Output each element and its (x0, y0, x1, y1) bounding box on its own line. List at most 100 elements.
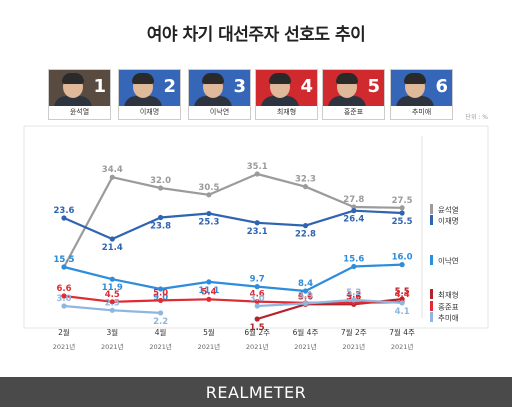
data-label: 3.9 (298, 292, 313, 302)
data-point (61, 264, 67, 270)
legend-swatch (430, 301, 433, 311)
data-point (109, 174, 115, 180)
candidate-rank: 6 (435, 76, 448, 97)
legend-label: 최재형 (438, 290, 459, 300)
data-point (158, 297, 164, 304)
x-tick-year: 2021년 (246, 342, 269, 351)
data-label: 34.4 (102, 165, 123, 175)
x-tick-label: 7월 2주 (341, 327, 367, 337)
data-point (158, 286, 164, 292)
data-label: 23.1 (247, 227, 268, 237)
brand-logo: REALMETER (205, 383, 307, 402)
data-label: 32.3 (295, 175, 316, 185)
data-label: 3.6 (298, 292, 313, 302)
data-point (399, 205, 405, 211)
legend-swatch (430, 289, 433, 299)
x-tick-label: 6월 2주 (244, 327, 270, 337)
data-point (351, 263, 357, 270)
x-tick-label: 2월 (58, 327, 70, 337)
x-tick-year: 2021년 (294, 342, 317, 351)
data-label: 6.6 (56, 284, 71, 294)
legend-label: 홍준표 (438, 302, 459, 312)
series-line (63, 294, 403, 304)
data-label: 5.0 (153, 288, 168, 298)
data-point (254, 284, 260, 290)
data-label: 15.6 (343, 255, 364, 265)
data-label: 4.5 (105, 290, 120, 300)
data-label: 4.4 (395, 290, 410, 300)
x-tick-year: 2021년 (101, 342, 124, 351)
legend-label: 이재명 (438, 216, 459, 226)
data-point (302, 300, 309, 307)
legend-label: 윤석열 (438, 205, 459, 215)
x-tick-year: 2021년 (343, 342, 366, 351)
series-line (63, 263, 403, 293)
data-point (206, 296, 212, 302)
x-tick-year: 2021년 (53, 342, 76, 351)
data-label: 8.4 (298, 279, 313, 289)
data-point (158, 214, 164, 221)
data-point (254, 303, 260, 309)
candidate-rank: 3 (233, 76, 246, 97)
x-tick-label: 6월 4주 (293, 327, 319, 337)
data-label: 2.2 (153, 317, 168, 327)
data-point (351, 208, 357, 214)
candidate-name: 홍준표 (323, 106, 384, 119)
data-label: 25.5 (392, 217, 413, 227)
candidate-rank: 1 (93, 76, 106, 97)
legend-swatch (430, 255, 433, 265)
legend-swatch (430, 312, 433, 322)
x-tick-year: 2021년 (391, 342, 414, 351)
data-label: 15.5 (54, 255, 75, 265)
data-point (61, 303, 67, 309)
data-point (158, 310, 164, 316)
candidate-name: 윤석열 (49, 106, 110, 119)
data-point (254, 316, 260, 322)
data-point (254, 171, 260, 177)
candidate-rank: 5 (367, 76, 380, 97)
legend-swatch (430, 215, 433, 225)
series-line (63, 172, 403, 268)
candidate-card: 1 윤석열 (48, 69, 111, 120)
data-label: 2.5 (105, 298, 120, 308)
data-point (206, 210, 212, 217)
data-label: 5.2 (346, 288, 361, 298)
data-label: 4.1 (298, 291, 313, 301)
data-point (302, 288, 309, 294)
data-label: 22.8 (295, 230, 316, 240)
data-label: 23.8 (150, 221, 171, 231)
data-point (109, 276, 115, 282)
series-line (63, 209, 403, 241)
legend-swatch (430, 204, 433, 214)
data-label: 11.1 (198, 286, 219, 296)
data-label: 9.7 (250, 275, 265, 285)
candidate-name: 이낙연 (189, 106, 250, 119)
data-label: 4.6 (250, 290, 265, 300)
candidate-card: 3 이낙연 (188, 69, 251, 120)
data-label: 3.0 (56, 294, 71, 304)
candidate-name: 추미애 (391, 106, 452, 119)
data-label: 3.0 (250, 294, 265, 304)
data-point (351, 297, 357, 303)
x-tick-year: 2021년 (149, 342, 172, 351)
data-point (302, 184, 309, 190)
legend-label: 이낙연 (438, 256, 459, 266)
x-tick-label: 5월 (203, 327, 215, 337)
unit-label: 단위 : % (465, 114, 488, 121)
candidate-card: 2 이재명 (118, 69, 181, 120)
candidate-name: 이재명 (119, 106, 180, 119)
plot-panel (23, 125, 489, 329)
series-line (257, 298, 403, 308)
data-label: 11.9 (102, 283, 123, 293)
data-label: 5.4 (201, 287, 216, 297)
data-point (302, 223, 309, 229)
data-label: 4.1 (395, 307, 410, 317)
data-point (109, 299, 115, 305)
data-point (399, 300, 405, 306)
data-point (206, 279, 212, 285)
x-tick-label: 4월 (155, 327, 167, 337)
chart-title: 여야 차기 대선주자 선호도 추이 (146, 25, 366, 45)
data-label: 23.6 (54, 206, 75, 216)
data-label: 32.0 (150, 176, 171, 186)
data-point (61, 293, 67, 299)
